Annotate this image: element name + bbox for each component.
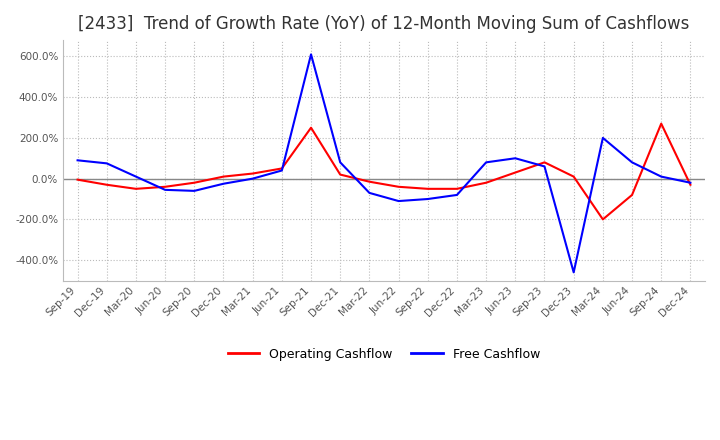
- Title: [2433]  Trend of Growth Rate (YoY) of 12-Month Moving Sum of Cashflows: [2433] Trend of Growth Rate (YoY) of 12-…: [78, 15, 690, 33]
- Legend: Operating Cashflow, Free Cashflow: Operating Cashflow, Free Cashflow: [223, 343, 545, 366]
